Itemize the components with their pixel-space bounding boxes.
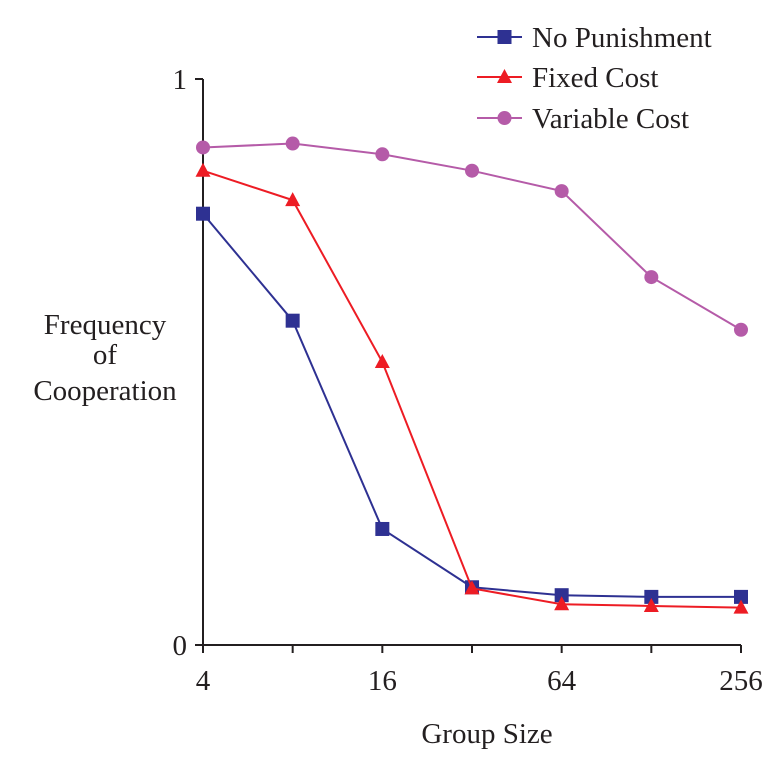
data-point	[644, 270, 659, 285]
legend-marker	[497, 30, 512, 44]
data-point	[374, 354, 390, 368]
legend-label: Fixed Cost	[532, 62, 659, 94]
y-axis-title-line-2: of	[93, 339, 118, 371]
data-point	[375, 147, 390, 162]
data-point	[195, 162, 211, 177]
x-tick-label: 16	[368, 665, 397, 697]
data-point	[734, 322, 748, 337]
data-point	[285, 192, 301, 207]
data-point	[644, 589, 659, 604]
y-tick-label: 1	[173, 64, 188, 96]
data-point	[734, 589, 748, 604]
x-tick-label: 4	[196, 665, 211, 697]
legend-marker	[497, 111, 512, 125]
series-fixed-cost	[195, 162, 749, 614]
legend-entry: No Punishment	[477, 22, 712, 54]
ticks: 4 16 64 256 0 1	[173, 64, 763, 697]
legend-label: No Punishment	[532, 22, 712, 54]
series-no-punishment	[196, 206, 748, 604]
data-point	[196, 140, 210, 155]
x-axis-title: Group Size	[421, 718, 552, 750]
series-variable-cost	[196, 136, 748, 337]
data-point	[285, 136, 300, 151]
data-point	[465, 163, 479, 178]
data-point	[375, 521, 390, 536]
series-line	[202, 169, 742, 609]
legend-marker	[497, 69, 512, 83]
y-tick-label: 0	[173, 630, 188, 662]
series-layer	[195, 136, 749, 614]
legend-label: Variable Cost	[532, 103, 689, 135]
data-point	[733, 599, 749, 614]
series-line	[202, 213, 741, 598]
y-axis-title-line-3: Cooperation	[33, 375, 177, 407]
y-axis-title-line-1: Frequency	[44, 309, 167, 341]
y-axis-title: Frequency of Cooperation	[33, 309, 177, 407]
data-point	[196, 206, 210, 221]
x-tick-label: 256	[719, 665, 763, 697]
data-point	[554, 588, 569, 603]
data-point	[285, 313, 300, 328]
data-point	[643, 597, 659, 612]
data-point	[554, 184, 569, 199]
legend-entry: Fixed Cost	[477, 62, 659, 94]
data-point	[464, 580, 480, 595]
x-tick-label: 64	[547, 665, 577, 697]
data-point	[554, 596, 570, 611]
legend: No Punishment Fixed Cost Variable Cost	[477, 22, 712, 135]
legend-entry: Variable Cost	[477, 103, 689, 135]
